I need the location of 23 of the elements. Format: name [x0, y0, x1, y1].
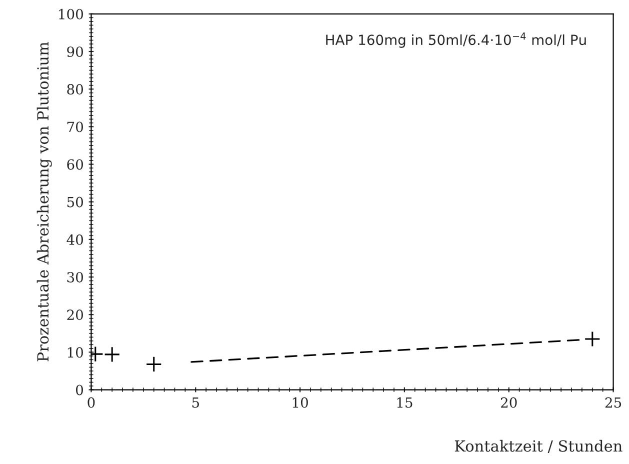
y-tick-label: 50	[67, 196, 83, 208]
y-axis-title: Prozentuale Abreicherung von Plutonium	[36, 42, 52, 362]
y-tick-label: 30	[67, 272, 83, 282]
y-tick-label: 70	[67, 122, 83, 132]
x-tick-label: 20	[500, 397, 517, 408]
y-tick-label: 20	[67, 310, 83, 320]
y-tick-label: 60	[67, 159, 83, 170]
x-tick-label: 0	[88, 397, 95, 408]
x-tick-label: 15	[397, 397, 412, 408]
y-tick-label: 90	[67, 46, 83, 57]
y-tick-label: 80	[67, 84, 83, 95]
x-tick-label: 10	[292, 397, 308, 408]
y-tick-label: 100	[59, 8, 83, 20]
y-tick-label: 40	[66, 234, 83, 245]
x-tick-label: 25	[605, 397, 622, 408]
annotation: HAP 160mg in 50ml/6.4·10$^{−4}$ mol/l Pu	[326, 32, 586, 48]
y-tick-label: 0	[76, 384, 83, 396]
point	[584, 330, 600, 348]
x-tick-label: 5	[192, 397, 199, 408]
point	[146, 356, 162, 372]
y-tick-label: 10	[68, 347, 83, 358]
x-axis-title: Kontaktzeit / Stunden	[454, 440, 622, 453]
point	[104, 346, 120, 362]
